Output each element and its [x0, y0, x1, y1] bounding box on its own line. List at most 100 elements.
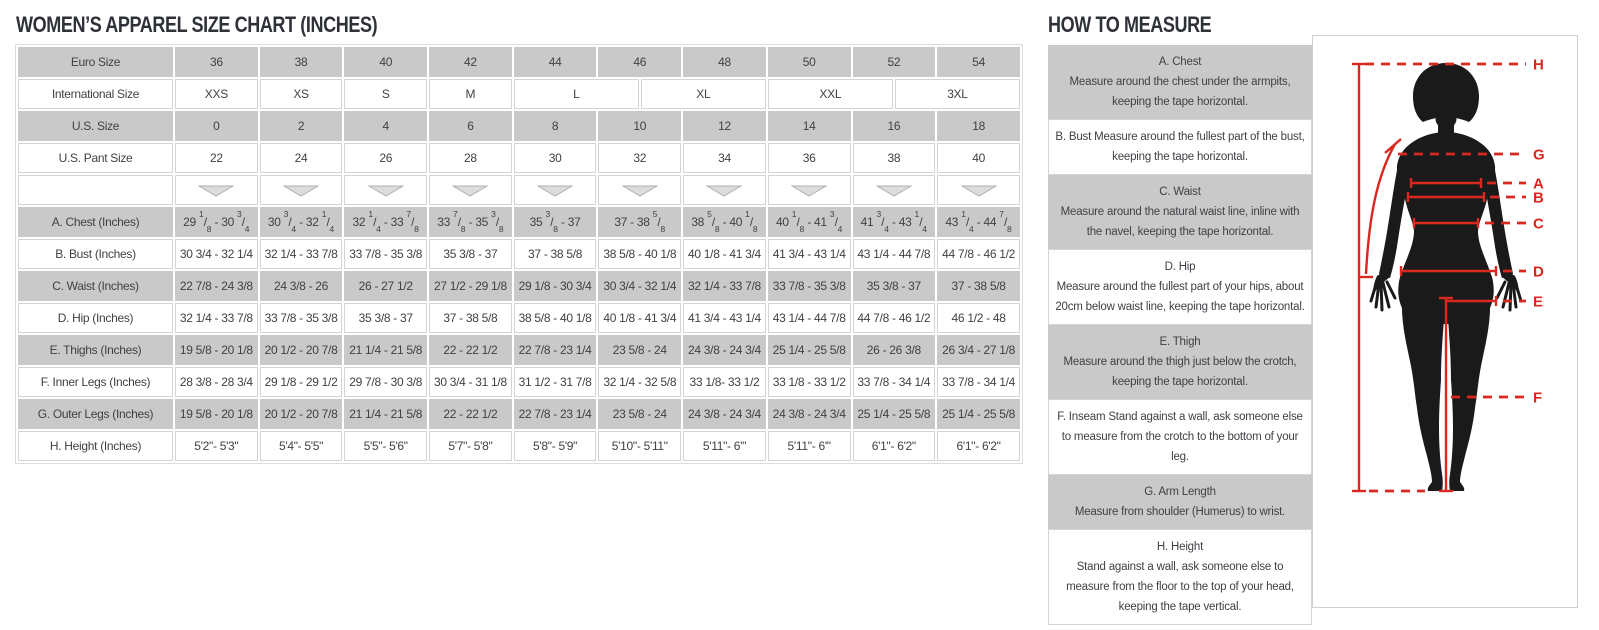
size-cell: 5'7"- 5'8"	[429, 431, 512, 461]
size-cell: 26	[344, 143, 428, 173]
size-column-dropdown-arrow[interactable]	[344, 175, 428, 205]
measure-item-a-chest: A. Chest Measure around the chest under t…	[1048, 45, 1312, 119]
size-cell: 33 1/8 - 33 1/2	[767, 367, 851, 397]
size-cell: 40 1/8 - 41 3/4	[683, 239, 766, 269]
size-cell: 44	[513, 47, 597, 77]
size-cell: 36	[175, 47, 258, 77]
measure-item-d-hip: D. Hip Measure around the fullest part of…	[1048, 249, 1312, 325]
size-cell: 30 3/4 - 31 1/8	[429, 367, 512, 397]
size-cell: 32 1/4 - 32 5/8	[598, 367, 682, 397]
row-label: D. Hip (Inches)	[18, 303, 173, 333]
measure-item-e-thigh: E. Thigh Measure around the thigh just be…	[1048, 325, 1312, 399]
size-cell: 38 5/8 - 40 1/8	[513, 303, 597, 333]
size-cell: 26 - 26 3/8	[852, 335, 936, 365]
size-cell: 10	[598, 111, 682, 141]
measure-item-title: G. Arm Length	[1144, 486, 1216, 498]
measure-text: Measure around the chest under the armpi…	[1069, 76, 1291, 108]
size-cell: 37 - 38 5/8	[513, 239, 597, 269]
size-column-dropdown-arrow[interactable]	[767, 175, 851, 205]
size-cell: 41 3/4 - 43 1/4	[852, 207, 936, 237]
size-cell: 23 5/8 - 24	[598, 399, 682, 429]
figure-label-B: B	[1533, 190, 1544, 207]
size-cell: 34	[683, 143, 766, 173]
size-cell: 3XL	[894, 79, 1020, 109]
size-cell: 22	[175, 143, 258, 173]
size-cell: 12	[683, 111, 766, 141]
measure-item-title: C. Waist	[1159, 186, 1201, 198]
row-label: G. Outer Legs (Inches)	[18, 399, 173, 429]
measurement-lines	[1352, 62, 1526, 493]
size-cell: 41 3/4 - 43 1/4	[683, 303, 766, 333]
figure-label-H: H	[1533, 57, 1544, 74]
size-cell: 42	[429, 47, 512, 77]
size-row-d-hip-inches: D. Hip (Inches) 32 1/4 - 33 7/8 33 7/8 - 3…	[18, 303, 1020, 333]
row-label: Euro Size	[18, 47, 173, 77]
size-chart-title: WOMEN’S APPAREL SIZE CHART (INCHES)	[16, 12, 378, 37]
size-cell: XXL	[767, 79, 893, 109]
chevron-down-icon	[791, 185, 828, 197]
size-cell: 32 1/4 - 33 7/8	[344, 207, 428, 237]
size-cell: 32 1/4 - 33 7/8	[683, 271, 766, 301]
size-cell: 24 3/8 - 24 3/4	[767, 399, 851, 429]
size-cell: XS	[259, 79, 343, 109]
size-cell: 24 3/8 - 26	[259, 271, 343, 301]
size-cell: 37 - 38 5/8	[429, 303, 512, 333]
measure-instructions-list: A. Chest Measure around the chest under t…	[1048, 45, 1312, 625]
size-cell: 29 1/8 - 29 1/2	[259, 367, 343, 397]
size-column-dropdown-arrow[interactable]	[513, 175, 597, 205]
size-cell: 33 7/8 - 35 3/8	[767, 271, 851, 301]
size-column-dropdown-arrow[interactable]	[598, 175, 682, 205]
measure-text: B. Bust Measure around the fullest part …	[1055, 131, 1305, 163]
size-cell: 40 1/8 - 41 3/4	[598, 303, 682, 333]
size-cell: 22 - 22 1/2	[429, 399, 512, 429]
size-cell: 27 1/2 - 29 1/8	[429, 271, 512, 301]
size-cell: 6	[429, 111, 512, 141]
figure-label-C: C	[1533, 216, 1544, 233]
size-column-dropdown-arrow[interactable]	[429, 175, 512, 205]
size-cell: 21 1/4 - 21 5/8	[344, 335, 428, 365]
size-cell: 37 - 38 5/8	[937, 271, 1020, 301]
size-cell: 36	[767, 143, 851, 173]
size-column-dropdown-arrow[interactable]	[259, 175, 343, 205]
size-cell: M	[429, 79, 512, 109]
size-column-dropdown-arrow[interactable]	[937, 175, 1020, 205]
size-cell: 14	[767, 111, 851, 141]
size-cell: 19 5/8 - 20 1/8	[175, 335, 258, 365]
size-row-international-size: International Size XXS XS S M L XL XXL 3XL	[18, 79, 1020, 109]
size-cell: 4	[344, 111, 428, 141]
measure-text: F. Inseam Stand against a wall, ask some…	[1057, 411, 1303, 463]
size-cell: 29 7/8 - 30 3/8	[344, 367, 428, 397]
size-row-u-s-size: U.S. Size 0 2 4 6 8 10 12 14 16 18	[18, 111, 1020, 141]
size-row-euro-size: Euro Size 36 38 40 42 44 46 48 50 52 54	[18, 47, 1020, 77]
size-cell: 43 1/4 - 44 7/8	[852, 239, 936, 269]
size-cell: 28 3/8 - 28 3/4	[175, 367, 258, 397]
size-cell: 52	[852, 47, 936, 77]
size-cell: 24	[259, 143, 343, 173]
size-column-dropdown-arrow[interactable]	[852, 175, 936, 205]
measure-text: Measure around the fullest part of your …	[1055, 281, 1305, 313]
size-cell: 19 5/8 - 20 1/8	[175, 399, 258, 429]
size-cell: 5'4"- 5'5"	[259, 431, 343, 461]
size-cell: 21 1/4 - 21 5/8	[344, 399, 428, 429]
size-cell: S	[344, 79, 428, 109]
size-cell: 35 3/8 - 37	[429, 239, 512, 269]
size-cell: 24 3/8 - 24 3/4	[683, 399, 766, 429]
size-cell: 40	[937, 143, 1020, 173]
size-cell: L	[513, 79, 639, 109]
size-chart-section: WOMEN’S APPAREL SIZE CHART (INCHES) Euro…	[15, 12, 1023, 464]
size-column-dropdown-arrow[interactable]	[175, 175, 258, 205]
size-cell: 40 1/8 - 41 3/4	[767, 207, 851, 237]
size-cell: 30	[513, 143, 597, 173]
size-column-dropdown-arrow[interactable]	[683, 175, 766, 205]
size-cell: 6'1"- 6'2"	[937, 431, 1020, 461]
size-row-g-outer-legs-inches: G. Outer Legs (Inches) 19 5/8 - 20 1/8 20 …	[18, 399, 1020, 429]
size-cell: 18	[937, 111, 1020, 141]
chevron-down-icon	[621, 185, 658, 197]
row-label: H. Height (Inches)	[18, 431, 173, 461]
how-to-measure-title: HOW TO MEASURE	[1048, 12, 1212, 37]
measure-item-title: A. Chest	[1158, 56, 1202, 68]
size-row-a-chest-inches: A. Chest (Inches) 29 1/8 - 30 3/4 30 3/4 -…	[18, 207, 1020, 237]
size-cell: 44 7/8 - 46 1/2	[852, 303, 936, 333]
size-cell: 24 3/8 - 24 3/4	[683, 335, 766, 365]
chevron-down-icon	[452, 185, 489, 197]
